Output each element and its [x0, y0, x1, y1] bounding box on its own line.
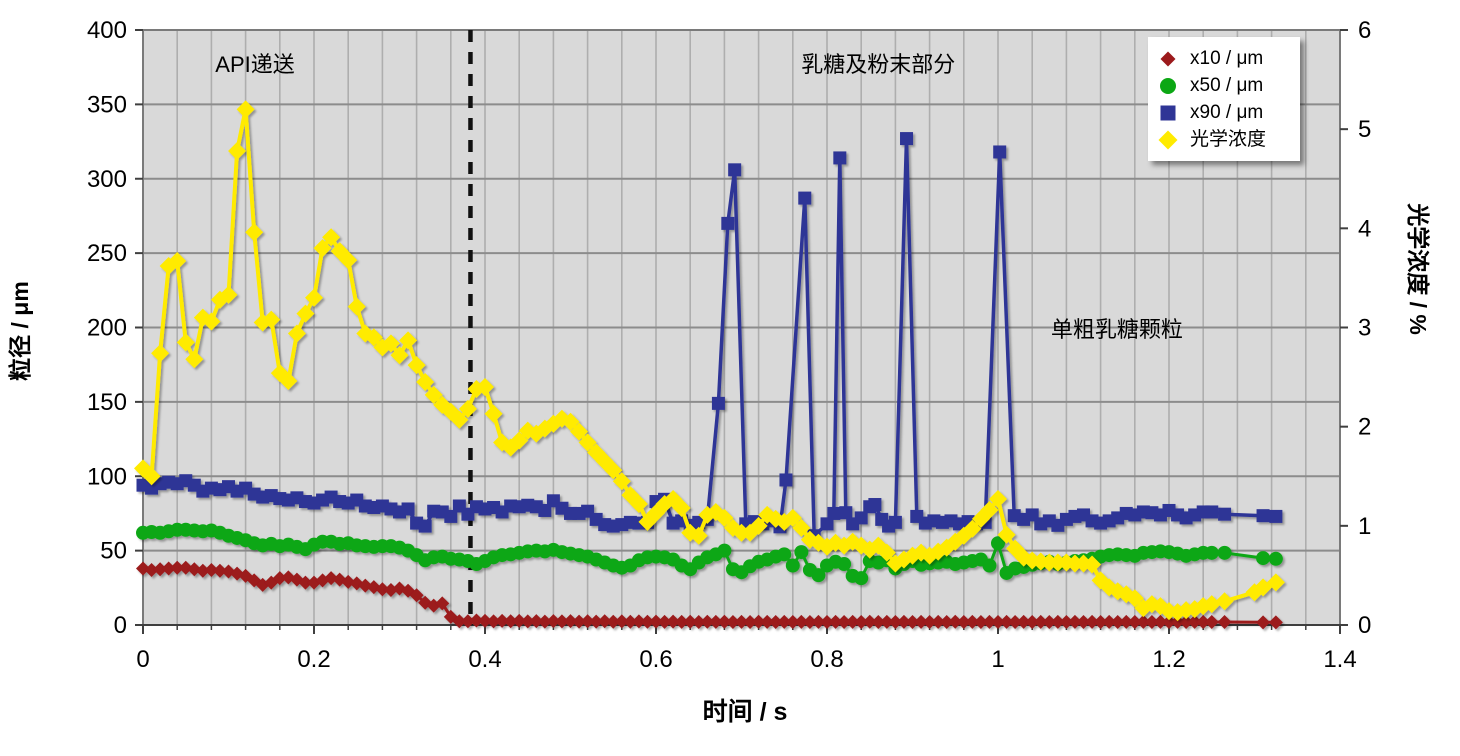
legend-box: x10 / μm x50 / μm x90 / μm 光学浓度 — [1148, 37, 1300, 161]
legend-item-x50: x50 / μm — [1154, 72, 1294, 99]
y-left-axis-title: 粒径 / μm — [7, 281, 33, 381]
x-axis-tick-label: 0.2 — [297, 646, 330, 673]
legend-label: x50 / μm — [1190, 74, 1264, 96]
legend-label: x90 / μm — [1190, 101, 1264, 123]
y-right-tick-label: 4 — [1358, 215, 1371, 242]
y-left-tick-label: 250 — [87, 240, 127, 267]
x-axis-tick-label: 0 — [136, 646, 149, 673]
y-right-tick-label: 1 — [1358, 513, 1371, 540]
x-axis-tick-label: 1.4 — [1323, 646, 1356, 673]
legend-item-x10: x10 / μm — [1154, 45, 1294, 72]
y-right-tick-label: 2 — [1358, 414, 1371, 441]
series-optical — [134, 100, 1285, 622]
x-axis-tick-label: 0.6 — [639, 646, 672, 673]
x-axis-title: 时间 / s — [702, 698, 788, 726]
legend-item-x90: x90 / μm — [1154, 99, 1294, 126]
y-right-tick-label: 3 — [1358, 315, 1371, 342]
x-axis-tick-label: 0.8 — [810, 646, 843, 673]
legend-item-optical: 光学浓度 — [1154, 126, 1294, 153]
series-markers — [136, 560, 1283, 630]
x10-diamond-icon — [1160, 51, 1176, 66]
x-axis-tick-label: 0.4 — [468, 646, 501, 673]
x50-circle-icon — [1160, 77, 1176, 94]
legend-label: 光学浓度 — [1190, 128, 1267, 150]
y-right-tick-label: 0 — [1358, 612, 1371, 639]
optical-diamond-icon — [1158, 130, 1178, 149]
series-markers — [134, 100, 1285, 622]
y-right-axis-title: 光学浓度 / % — [1405, 203, 1431, 335]
series-x10 — [136, 560, 1283, 630]
x-axis-tick-label: 1 — [991, 646, 1004, 673]
series-markers — [136, 522, 1283, 586]
x-axis-tick-label: 1.2 — [1152, 646, 1185, 673]
x90-square-icon — [1160, 105, 1176, 120]
y-right-tick-label: 6 — [1358, 17, 1371, 44]
annotation-lactose-powder: 乳糖及粉末部分 — [801, 51, 956, 77]
y-left-tick-label: 300 — [87, 166, 127, 193]
y-left-tick-label: 400 — [87, 17, 127, 44]
y-left-tick-label: 350 — [87, 91, 127, 118]
legend-label: x10 / μm — [1190, 47, 1264, 69]
axes: 0 0.2 0.4 0.6 0.8 1 1.2 1.405010015020025030035… — [87, 17, 1371, 673]
annotation-single-coarse-lactose: 单粗乳糖颗粒 — [1050, 316, 1183, 342]
y-right-tick-label: 5 — [1358, 116, 1371, 143]
y-left-tick-label: 100 — [87, 463, 127, 490]
series-x50 — [136, 522, 1283, 586]
y-left-tick-label: 50 — [100, 538, 127, 565]
annotation-api-delivery: API递送 — [215, 51, 295, 77]
y-left-tick-label: 200 — [87, 315, 127, 342]
y-left-tick-label: 150 — [87, 389, 127, 416]
y-left-tick-label: 0 — [114, 612, 127, 639]
